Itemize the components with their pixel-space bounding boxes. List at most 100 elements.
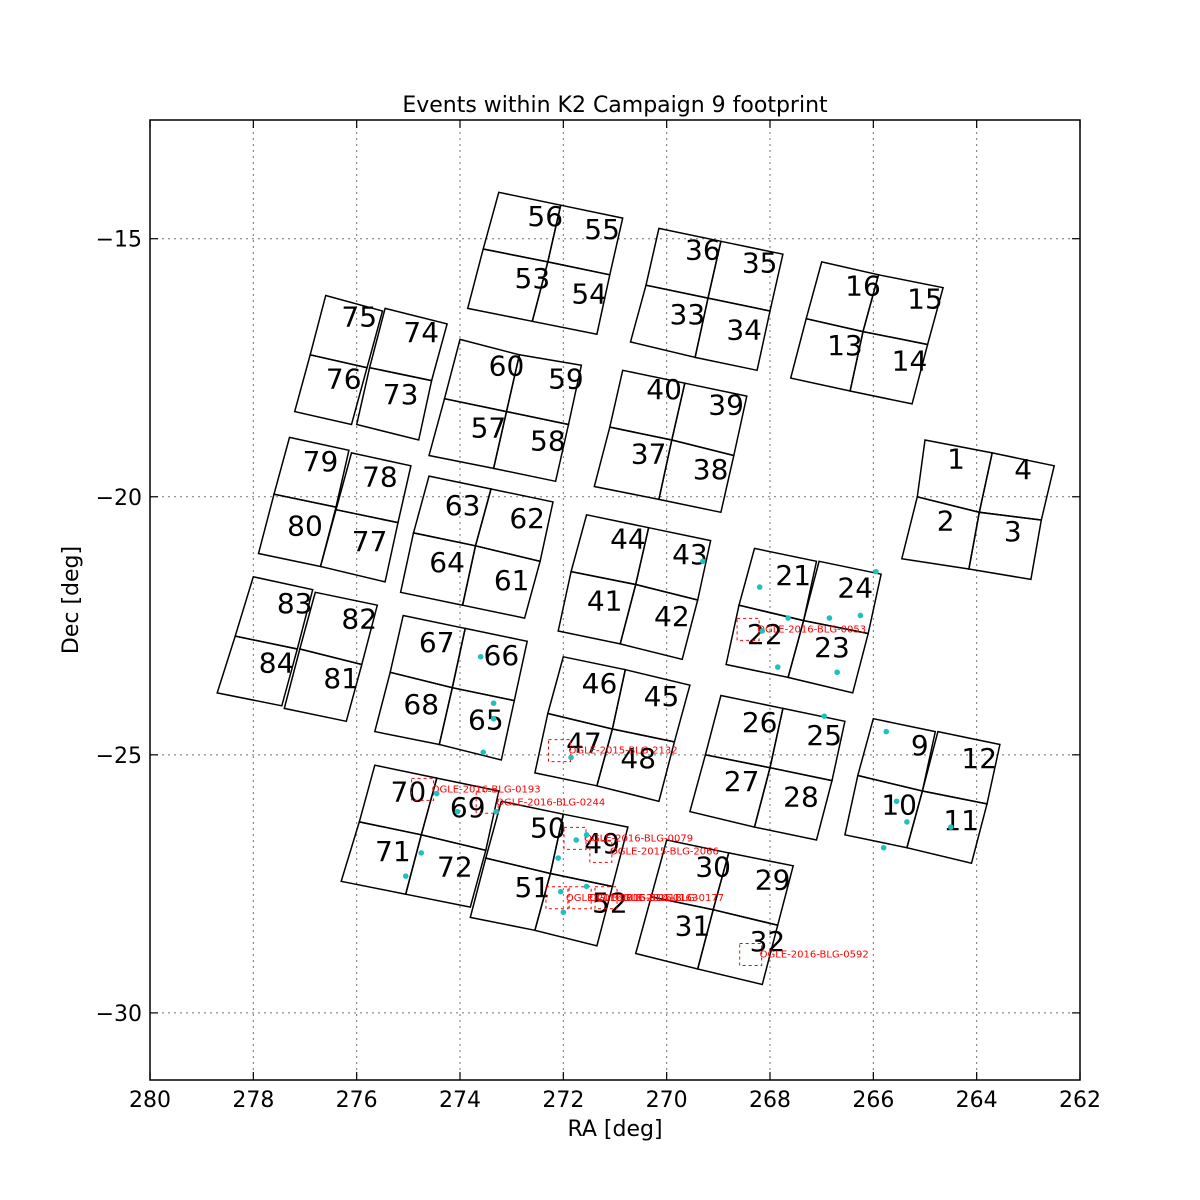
y-tick-label: −20: [96, 486, 142, 511]
event-point-11: [893, 798, 900, 805]
module-33-label: 33: [670, 298, 706, 331]
module-11-outline: [905, 790, 988, 865]
module-44-label: 44: [610, 523, 646, 556]
module-41-label: 41: [587, 585, 623, 618]
module-4-label: 4: [1014, 453, 1032, 486]
event-point-13: [880, 844, 887, 851]
module-29-label: 29: [755, 863, 791, 896]
module-39-label: 39: [708, 388, 744, 421]
module-84-outline: [216, 635, 299, 707]
module-38-outline: [658, 439, 735, 514]
event-box-4: [563, 826, 587, 850]
chart-title: Events within K2 Campaign 9 footprint: [402, 93, 828, 118]
module-83-label: 83: [277, 587, 313, 620]
event-point-29: [557, 888, 564, 895]
x-tick-label: 278: [232, 1088, 274, 1113]
y-tick-label: −25: [96, 744, 142, 769]
event-point-21: [493, 808, 499, 815]
event-box-6: [739, 943, 763, 967]
event-point-7: [834, 669, 840, 676]
module-13-label: 13: [827, 329, 863, 362]
event-label-4: OGLE-2016-BLG-0079: [584, 833, 693, 844]
module-28-outline: [753, 766, 833, 841]
x-tick-label: 270: [646, 1088, 688, 1113]
module-11-label: 11: [943, 804, 979, 837]
module-53-label: 53: [515, 262, 551, 295]
event-point-6: [857, 612, 864, 619]
module-73-outline: [355, 366, 433, 441]
module-23-outline: [787, 619, 870, 694]
x-axis-label: RA [deg]: [567, 1117, 662, 1142]
module-46-label: 46: [582, 667, 618, 700]
event-point-15: [477, 653, 484, 660]
module-72-label: 72: [437, 850, 473, 883]
event-point-22: [418, 850, 425, 856]
event-box-5: [589, 839, 613, 863]
module-36-label: 36: [685, 234, 721, 267]
module-79-label: 79: [303, 445, 339, 478]
x-tick-label: 272: [542, 1088, 584, 1113]
module-21-label: 21: [775, 559, 811, 592]
event-box-1: [548, 739, 571, 763]
x-tick-label: 274: [439, 1088, 481, 1113]
module-64-label: 64: [429, 546, 465, 579]
module-14-outline: [849, 330, 929, 405]
module-52-label: 52: [592, 887, 628, 920]
module-23-label: 23: [814, 631, 850, 664]
module-43-label: 43: [672, 538, 708, 571]
module-48-outline: [595, 728, 676, 803]
module-76-label: 76: [326, 363, 362, 396]
module-60-label: 60: [489, 350, 525, 383]
module-42-label: 42: [654, 600, 690, 633]
event-point-5: [826, 615, 833, 621]
event-point-26: [573, 837, 580, 843]
module-78-label: 78: [362, 461, 398, 494]
axis-ticks: 280 278 276 274 272 270 268 266 264 262−15−20−25−…: [96, 120, 1101, 1113]
x-tick-label: 280: [129, 1088, 171, 1113]
module-65-outline: [438, 686, 516, 761]
y-axis-label: Dec [deg]: [59, 546, 84, 654]
module-72-outline: [404, 833, 487, 908]
event-point-18: [480, 749, 487, 756]
event-point-19: [433, 790, 440, 797]
module-22-label: 22: [747, 618, 783, 651]
module-47-label: 47: [566, 727, 602, 760]
module-34-outline: [694, 297, 771, 372]
event-labels: OGLE-2016-BLG-0053 OGLE-2015-BLG-2132 OGLE…: [411, 617, 869, 967]
module-58-label: 58: [530, 425, 566, 458]
module-24-label: 24: [837, 572, 873, 605]
event-label-1: OGLE-2015-BLG-2132: [569, 746, 678, 757]
module-82-label: 82: [341, 603, 377, 636]
module-25-label: 25: [806, 719, 842, 752]
event-label-9: OGLE-2016-BLG-0177: [615, 893, 724, 904]
event-point-10: [883, 728, 890, 735]
module-61-outline: [461, 544, 542, 619]
y-tick-label: −30: [96, 1002, 142, 1027]
module-59-label: 59: [548, 363, 584, 396]
module-2-label: 2: [937, 505, 955, 538]
event-box-0: [736, 617, 760, 641]
module-52-outline: [533, 872, 614, 947]
module-69-label: 69: [450, 791, 486, 824]
event-label-3: OGLE-2016-BLG-0244: [496, 797, 605, 808]
event-box-7: [545, 886, 569, 910]
event-point-9: [821, 713, 828, 719]
event-point-4: [774, 664, 781, 670]
event-point-3: [759, 628, 766, 634]
module-76-outline: [293, 353, 368, 426]
module-70-label: 70: [391, 776, 427, 809]
event-label-0: OGLE-2016-BLG-0053: [757, 624, 866, 635]
module-14-label: 14: [892, 345, 928, 378]
module-77-label: 77: [352, 525, 388, 558]
module-57-label: 57: [471, 412, 507, 445]
module-27-label: 27: [724, 765, 760, 798]
plot-frame: [149, 119, 1081, 1081]
module-3-outline: [968, 511, 1043, 581]
event-point-14: [948, 824, 954, 830]
module-32-outline: [696, 908, 779, 986]
event-point-25: [555, 855, 561, 861]
module-62-label: 62: [509, 502, 545, 535]
module-61-label: 61: [494, 564, 530, 597]
module-56-label: 56: [527, 200, 563, 233]
module-67-label: 67: [419, 626, 455, 659]
